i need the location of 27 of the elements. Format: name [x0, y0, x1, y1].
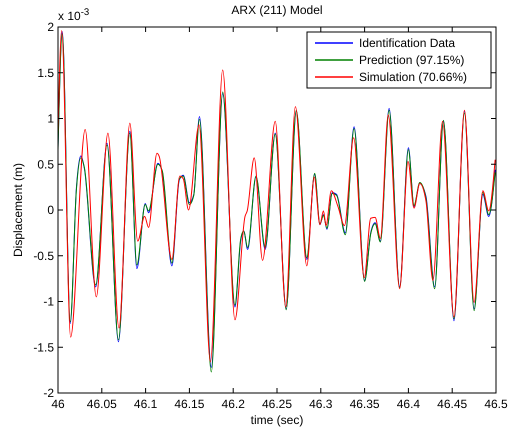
x-tick-label: 46.1 [134, 397, 158, 411]
x-tick-label: 46 [51, 397, 65, 411]
x-tick-label: 46.35 [350, 397, 380, 411]
x-tick-label: 46.45 [437, 397, 468, 411]
text: x 10$^{-3}$ [58, 6, 90, 23]
y-tick-label: 0 [47, 203, 54, 217]
chart-title: ARX (211) Model [231, 3, 323, 17]
y-tick-label: -1.5 [33, 340, 54, 354]
x-tick-label: 46.15 [174, 397, 205, 411]
y-tick-label: 1 [47, 112, 54, 126]
y-tick-label: 1.5 [37, 66, 54, 80]
legend-label: Simulation (70.66%) [359, 70, 468, 84]
x-tick-label: 46.25 [262, 397, 292, 411]
x-axis-title: time (sec) [250, 413, 304, 427]
legend-label: Prediction (97.15%) [359, 53, 464, 67]
y-tick-label: -1 [43, 294, 54, 308]
y-tick-label: 2 [47, 20, 54, 34]
x-tick-label: 46.3 [309, 397, 333, 411]
x-tick-label: 46.5 [484, 397, 508, 411]
x-tick-label: 46.05 [86, 397, 118, 411]
x-tick-label: 46.4 [396, 397, 420, 411]
x-tick-label: 46.2 [222, 397, 246, 411]
y-tick-label: -2 [43, 386, 54, 400]
y-tick-label: -0.5 [33, 248, 54, 263]
legend-label: Identification Data [359, 36, 456, 50]
y-axis-title: Displacement (m) [11, 162, 25, 258]
y-tick-label: 0.5 [37, 157, 54, 172]
